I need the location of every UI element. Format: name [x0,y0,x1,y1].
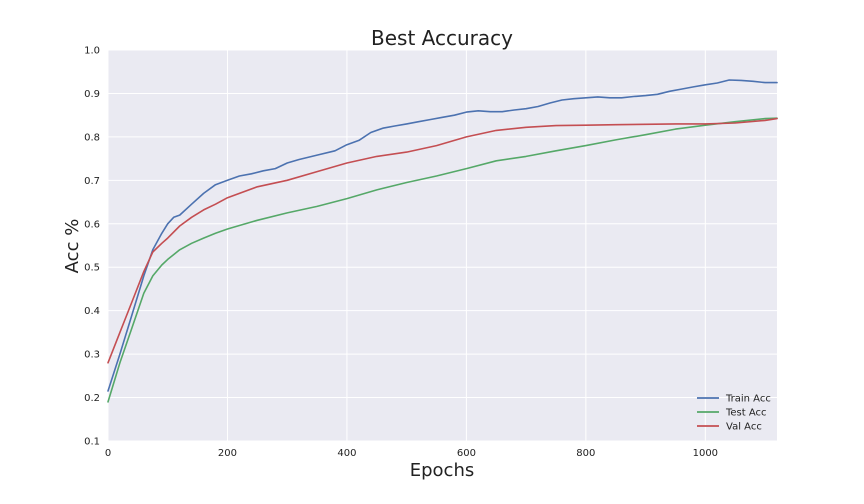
series-line-test-acc [107,117,778,403]
y-tick-label: 0.5 [84,263,100,274]
y-tick-label: 0.9 [84,89,100,100]
y-tick-label: 0.1 [84,437,100,448]
plot-area [108,50,777,441]
tick-labels: 0 200 400 600 800 1000 0.1 0.2 0.3 0.4 0.5 0.6 0.7 0.… [84,46,718,460]
series-lines [107,79,778,403]
x-tick-label: 400 [337,448,356,459]
series-line-train-acc [107,79,778,392]
y-tick-label: 0.8 [84,132,100,143]
x-axis-label: Epochs [410,460,475,481]
y-tick-label: 0.7 [84,176,100,187]
series-line-val-acc [107,117,778,364]
y-tick-label: 0.2 [84,393,100,404]
y-tick-label: 0.4 [84,306,100,317]
legend-label: Train Acc [725,394,771,405]
y-tick-label: 0.3 [84,350,100,361]
x-tick-label: 1000 [693,448,718,459]
x-tick-label: 800 [576,448,595,459]
legend-label: Test Acc [725,408,767,419]
x-tick-label: 600 [457,448,476,459]
y-tick-label: 0.6 [84,219,100,230]
y-tick-label: 1.0 [84,46,100,57]
legend: Train Acc Test Acc Val Acc [697,394,771,433]
x-tick-label: 0 [105,448,111,459]
y-axis-label: Acc % [62,219,83,274]
legend-label: Val Acc [726,422,762,433]
grid-lines [107,49,777,442]
x-tick-label: 200 [218,448,237,459]
chart-title: Best Accuracy [371,26,513,50]
